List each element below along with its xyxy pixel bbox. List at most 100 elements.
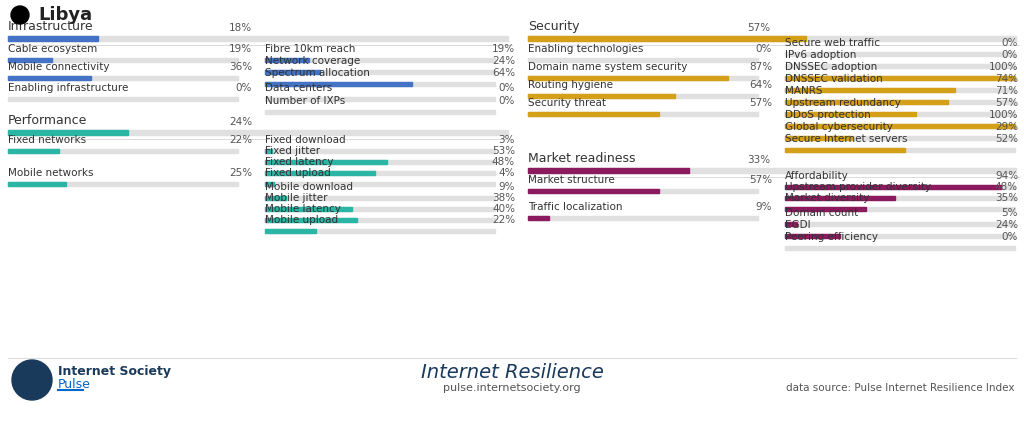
Text: Domain count: Domain count	[785, 208, 858, 218]
Bar	[785, 148, 1015, 152]
Text: 48%: 48%	[995, 182, 1018, 192]
Text: 9%: 9%	[756, 202, 772, 212]
Text: Affordability: Affordability	[785, 171, 849, 181]
Bar	[785, 52, 1015, 56]
Bar	[265, 207, 495, 211]
Text: Cable ecosystem: Cable ecosystem	[8, 44, 97, 54]
Bar	[265, 218, 357, 222]
Text: Number of IXPs: Number of IXPs	[265, 96, 345, 106]
Bar	[265, 160, 387, 164]
Text: 19%: 19%	[492, 44, 515, 54]
Bar	[265, 149, 495, 153]
Bar	[528, 168, 1016, 173]
Bar	[785, 88, 955, 92]
Text: Mobile connectivity: Mobile connectivity	[8, 62, 110, 72]
Text: 24%: 24%	[995, 220, 1018, 230]
Text: Fixed upload: Fixed upload	[265, 168, 331, 178]
Text: 48%: 48%	[492, 157, 515, 167]
Text: Traffic localization: Traffic localization	[528, 202, 623, 212]
Text: 3%: 3%	[499, 135, 515, 145]
Bar	[785, 234, 1015, 238]
Text: 19%: 19%	[229, 44, 252, 54]
Text: Market readiness: Market readiness	[528, 152, 636, 165]
Text: Fixed latency: Fixed latency	[265, 157, 334, 167]
Bar	[785, 76, 1015, 80]
Bar	[8, 76, 91, 80]
Text: 40%: 40%	[492, 204, 515, 214]
Text: Fixed networks: Fixed networks	[8, 135, 86, 145]
Bar	[785, 148, 904, 152]
Bar	[8, 130, 508, 135]
Bar	[265, 110, 495, 114]
Text: Security: Security	[528, 20, 580, 33]
Bar	[8, 130, 128, 135]
Bar	[785, 185, 1001, 189]
Bar	[528, 36, 806, 41]
Text: Mobile networks: Mobile networks	[8, 168, 93, 178]
Bar	[785, 196, 895, 200]
Text: Market structure: Market structure	[528, 175, 614, 185]
Bar	[785, 207, 865, 211]
Text: 38%: 38%	[492, 193, 515, 203]
Bar	[785, 100, 948, 104]
Text: Data centers: Data centers	[265, 83, 332, 93]
Text: DNSSEC validation: DNSSEC validation	[785, 74, 883, 84]
Text: MANRS: MANRS	[785, 86, 822, 96]
Text: 53%: 53%	[492, 146, 515, 156]
Text: Mobile jitter: Mobile jitter	[265, 193, 328, 203]
Bar	[528, 36, 1016, 41]
Text: 64%: 64%	[749, 80, 772, 90]
Text: 18%: 18%	[229, 23, 252, 33]
Text: Upstream provider diversity: Upstream provider diversity	[785, 182, 931, 192]
Bar	[8, 36, 508, 41]
Text: Internet Society: Internet Society	[58, 366, 171, 378]
Bar	[8, 58, 238, 62]
Text: 71%: 71%	[995, 86, 1018, 96]
Bar	[265, 182, 495, 186]
Text: 0%: 0%	[1001, 38, 1018, 48]
Text: 0%: 0%	[499, 83, 515, 93]
Bar	[528, 189, 659, 193]
Text: IPv6 adoption: IPv6 adoption	[785, 50, 856, 60]
Text: 24%: 24%	[229, 117, 252, 127]
Bar	[528, 112, 758, 116]
Bar	[785, 112, 916, 116]
Text: 57%: 57%	[746, 23, 770, 33]
Bar	[265, 182, 274, 186]
Bar	[528, 168, 689, 173]
Bar	[528, 58, 758, 62]
Text: Fixed jitter: Fixed jitter	[265, 146, 321, 156]
Bar	[785, 100, 1015, 104]
Text: Mobile upload: Mobile upload	[265, 215, 338, 225]
Text: Performance: Performance	[8, 114, 87, 127]
Bar	[8, 182, 66, 186]
Text: Secure web traffic: Secure web traffic	[785, 38, 880, 48]
Text: 57%: 57%	[749, 98, 772, 108]
Bar	[8, 149, 58, 153]
Text: 0%: 0%	[499, 96, 515, 106]
Bar	[785, 124, 1015, 128]
Text: Libya: Libya	[38, 6, 92, 24]
Bar	[785, 234, 841, 238]
Bar	[265, 218, 495, 222]
Bar	[785, 76, 1015, 80]
Text: Pulse: Pulse	[58, 378, 91, 391]
Text: Upstream redundancy: Upstream redundancy	[785, 98, 901, 108]
Bar	[8, 36, 98, 41]
Bar	[265, 207, 352, 211]
Bar	[785, 196, 1015, 200]
Text: 74%: 74%	[995, 74, 1018, 84]
Text: 100%: 100%	[988, 62, 1018, 72]
Bar	[8, 76, 238, 80]
Text: Network coverage: Network coverage	[265, 56, 360, 66]
Text: 4%: 4%	[499, 168, 515, 178]
Bar	[528, 216, 758, 220]
Text: 36%: 36%	[229, 62, 252, 72]
Text: EGDI: EGDI	[785, 220, 811, 230]
Text: 5%: 5%	[1001, 208, 1018, 218]
Text: DNSSEC adoption: DNSSEC adoption	[785, 62, 878, 72]
Bar	[265, 70, 495, 74]
Text: 9%: 9%	[499, 182, 515, 192]
Bar	[265, 229, 495, 233]
Bar	[785, 222, 797, 226]
